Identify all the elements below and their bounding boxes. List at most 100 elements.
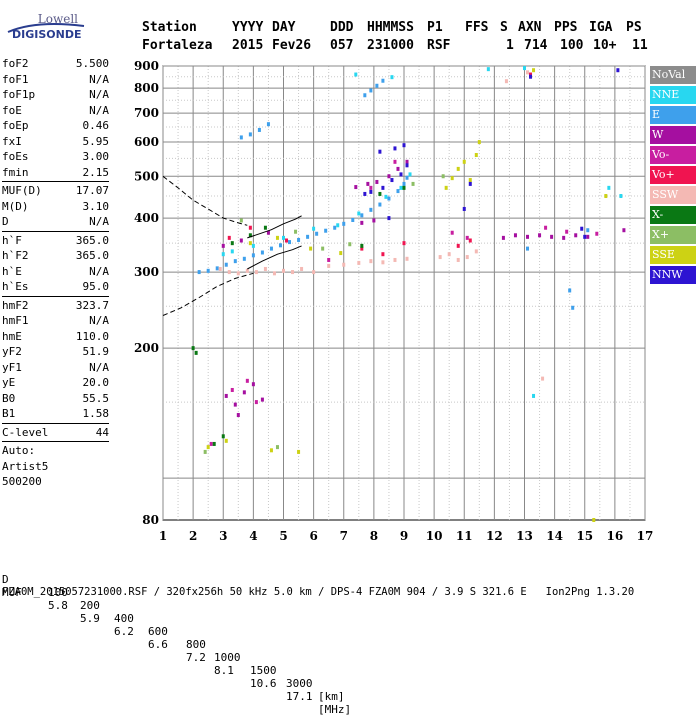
data-point <box>248 233 252 238</box>
data-point <box>387 216 391 221</box>
data-point <box>399 185 403 190</box>
data-point <box>532 393 536 398</box>
param-note: 500200 <box>2 475 42 488</box>
param-value: 365.0 <box>75 249 109 262</box>
param-note: Artist5 <box>2 459 49 473</box>
data-point <box>369 185 373 190</box>
data-point <box>221 252 225 257</box>
data-point <box>456 166 460 171</box>
data-point <box>360 220 364 225</box>
data-point <box>550 234 554 239</box>
data-point <box>363 191 367 196</box>
header-value-day: Fev26 <box>272 38 312 53</box>
data-point <box>396 189 400 194</box>
header-value-axn: 714 <box>524 38 548 53</box>
param-value: 5.500 <box>75 57 109 70</box>
data-point <box>583 234 587 239</box>
param-value: N/A <box>89 72 109 86</box>
data-point <box>282 235 285 240</box>
param-label: foEp <box>2 119 29 132</box>
data-point <box>381 252 385 257</box>
data-point <box>248 225 252 230</box>
data-point <box>248 241 252 246</box>
legend-item: X+ <box>650 226 696 246</box>
header-value-pps: 100 <box>560 38 584 53</box>
data-point <box>411 181 415 186</box>
param-label: yF1 <box>2 360 22 374</box>
data-point <box>254 270 258 275</box>
data-point <box>263 266 267 271</box>
param-value: N/A <box>89 360 109 374</box>
header-label: HHMMSS <box>367 20 414 35</box>
param-separator <box>2 441 109 442</box>
data-point <box>263 225 267 230</box>
data-point <box>297 237 301 242</box>
param-label: foF1p <box>2 88 36 101</box>
data-point <box>474 249 478 254</box>
x-tick-label: 16 <box>607 529 624 543</box>
data-point <box>526 234 530 239</box>
data-point <box>227 270 231 275</box>
param-label: h`E <box>2 264 22 278</box>
header-value-ddd: 057 <box>330 38 354 53</box>
data-point <box>357 260 361 265</box>
header-label: DAY <box>272 20 296 35</box>
data-point <box>242 256 246 261</box>
y-tick-label: 300 <box>134 265 159 279</box>
data-point <box>384 194 388 199</box>
data-point <box>336 223 340 228</box>
param-value: N/A <box>89 215 109 228</box>
data-point <box>580 226 584 231</box>
param-label: hmF2 <box>2 298 29 312</box>
data-point <box>206 445 210 450</box>
data-point <box>387 196 391 201</box>
data-point <box>206 268 210 273</box>
param-row: h`E N/A <box>2 264 109 280</box>
param-label: B0 <box>2 391 16 405</box>
data-point <box>266 122 270 127</box>
data-point <box>538 233 542 238</box>
param-label: B1 <box>2 407 16 420</box>
data-point <box>360 213 364 218</box>
param-label: foE <box>2 103 22 117</box>
footer-d-value: 400 <box>114 612 134 625</box>
header-value-s: 1 <box>506 38 514 53</box>
param-row: hmF2 323.7 <box>2 298 109 314</box>
data-point <box>486 67 490 72</box>
data-point <box>194 350 198 355</box>
y-tick-label: 700 <box>134 106 159 120</box>
param-label: hmF1 <box>2 314 29 327</box>
param-row: foE N/A <box>2 103 109 119</box>
data-point <box>586 234 590 239</box>
data-point <box>568 288 572 293</box>
data-point <box>275 445 279 450</box>
data-point <box>381 185 385 190</box>
data-point <box>402 181 406 186</box>
param-separator <box>2 422 109 424</box>
data-point <box>375 83 379 88</box>
x-tick-label: 8 <box>370 529 378 543</box>
footer-distance-row: D 100 200 400 600 800 1000 1500 3000 [km… <box>2 560 562 703</box>
data-point <box>405 159 409 164</box>
data-point <box>381 78 385 83</box>
param-value: N/A <box>89 88 109 101</box>
data-point <box>254 400 258 405</box>
data-point <box>360 243 364 248</box>
param-label: C-level <box>2 425 49 439</box>
param-row: foF2 5.500 <box>2 56 109 72</box>
param-label: yF2 <box>2 345 22 358</box>
param-row: foEp 0.46 <box>2 118 109 134</box>
x-tick-label: 14 <box>546 529 563 543</box>
data-point <box>209 441 213 446</box>
y-tick-label: 200 <box>134 341 159 355</box>
header-label: AXN <box>518 20 542 35</box>
param-label: foF1 <box>2 72 29 86</box>
data-point <box>393 257 397 262</box>
data-point <box>444 185 448 190</box>
y-tick-label: 500 <box>134 169 159 183</box>
data-point <box>224 438 228 443</box>
footer-d-unit: [km] <box>318 690 345 703</box>
footer-d-value: 1000 <box>214 651 241 664</box>
data-point <box>342 221 346 226</box>
data-point <box>375 179 379 184</box>
